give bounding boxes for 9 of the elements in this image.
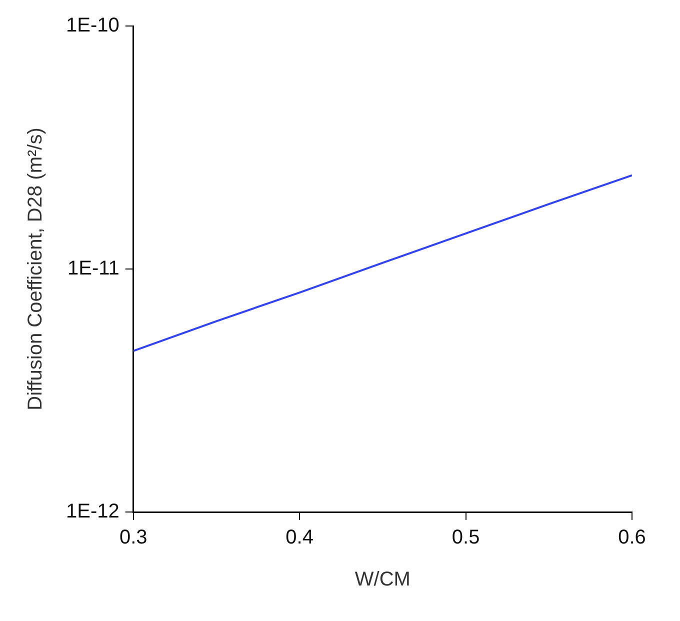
x-tick-label: 0.5 — [452, 526, 480, 549]
y-axis-title: Diffusion Coefficient, D28 (m²/s) — [24, 128, 47, 410]
y-tick-label: 1E-12 — [66, 500, 120, 523]
x-tick-label: 0.3 — [119, 526, 148, 549]
x-tick-label: 0.6 — [618, 526, 646, 549]
y-tick-label: 1E-10 — [66, 14, 120, 37]
x-tick-label: 0.4 — [286, 526, 314, 549]
y-tick-label: 1E-11 — [67, 258, 120, 280]
x-axis-title: W/CM — [354, 568, 410, 591]
